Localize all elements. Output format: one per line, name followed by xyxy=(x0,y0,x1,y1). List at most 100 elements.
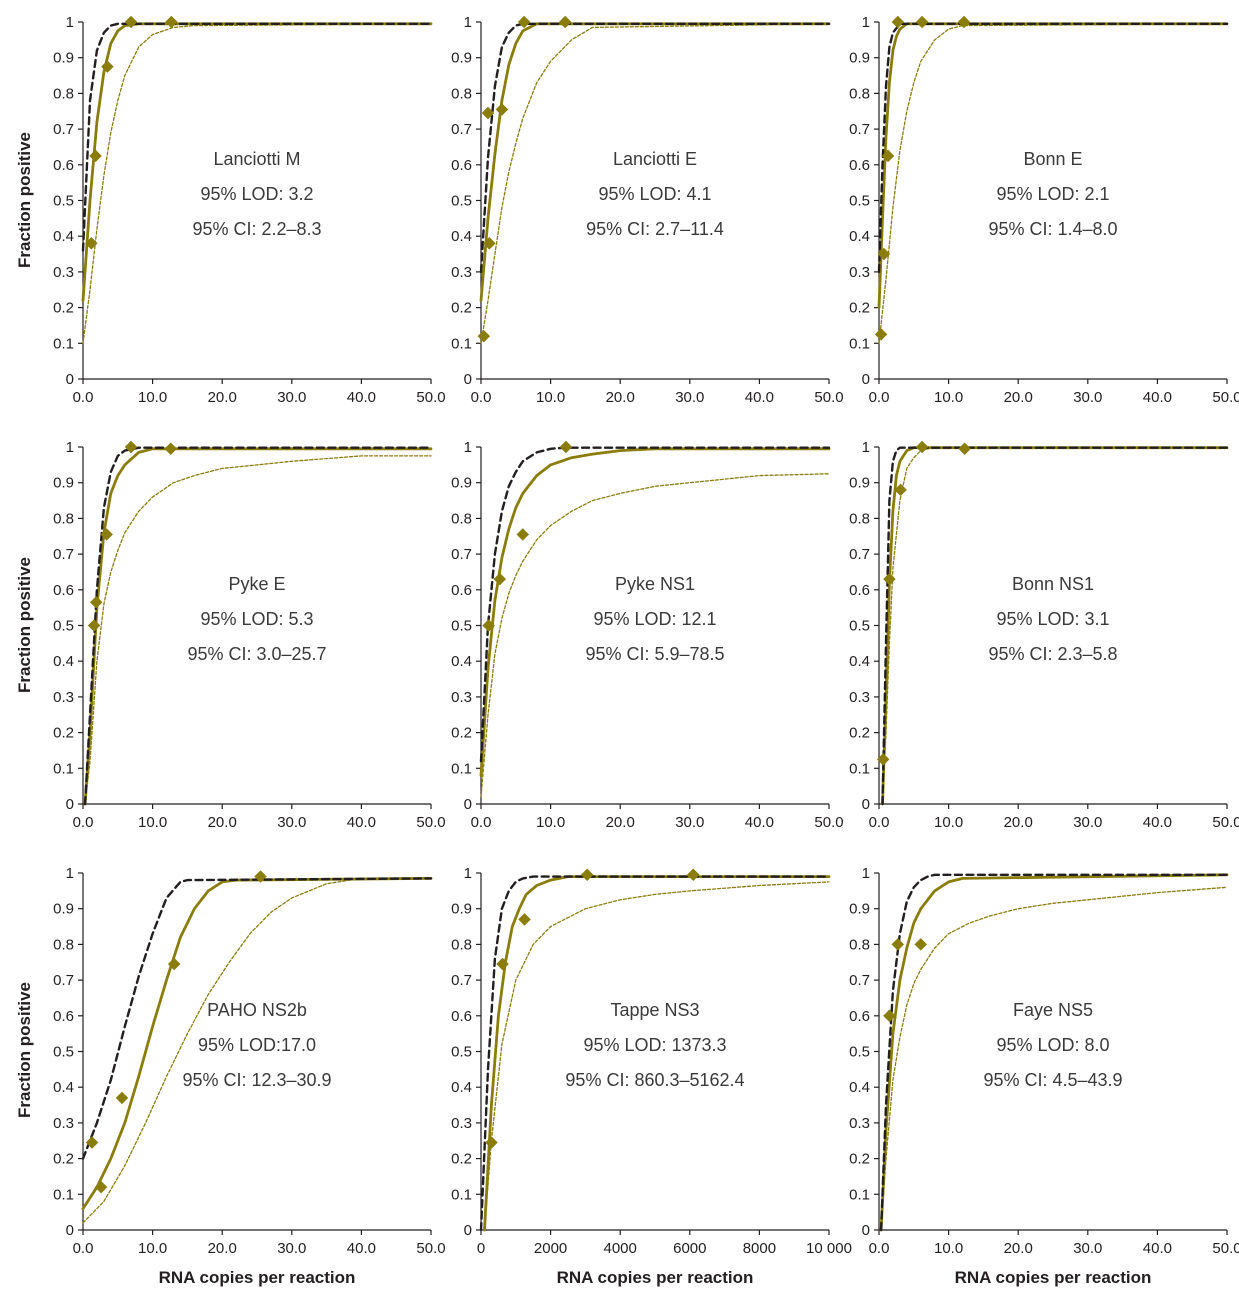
annotation-line: 95% LOD: 4.1 xyxy=(598,184,711,204)
panel-8: 0 0.1 0.2 0.3 0.4 0.5 0.6 0.7 0.8 0.9 1 0 2000 4000 60… xyxy=(451,865,852,1257)
annotation-line: Lanciotti E xyxy=(613,149,697,169)
annotation-line: PAHO NS2b xyxy=(207,1000,307,1020)
y-tick-label: 0.6 xyxy=(451,582,472,599)
data-point xyxy=(874,328,888,341)
panel-1: 00.10.20.30.40.50.60.70.80.910.0 10.0 20.0… xyxy=(53,14,445,406)
x-tick-label: 10.0 xyxy=(138,814,167,831)
x-tick-label: 30.0 xyxy=(675,389,704,406)
series-dashed-black xyxy=(881,446,1229,806)
y-tick-label: 0.9 xyxy=(849,475,870,492)
x-tick-label: 50.0 xyxy=(416,389,445,406)
x-tick-label: 0.0 xyxy=(869,814,890,831)
data-point xyxy=(85,1136,99,1149)
data-point xyxy=(477,329,491,343)
x-tick-label: 50.0 xyxy=(1212,1240,1239,1257)
series-dotted-olive xyxy=(878,23,1228,344)
y-tick-label: 0.4 xyxy=(53,1079,74,1096)
data-point xyxy=(516,528,530,541)
x-tick-label: 20.0 xyxy=(208,389,237,406)
x-tick-label: 40.0 xyxy=(1143,1240,1172,1257)
y-tick-label: 0.9 xyxy=(451,50,472,67)
y-tick-label: 0.5 xyxy=(849,1044,870,1061)
data-point xyxy=(481,106,495,120)
annotation-line: 95% CI: 3.0–25.7 xyxy=(187,644,326,664)
x-tick-label: 20.0 xyxy=(606,389,635,406)
y-tick-label: 0.4 xyxy=(849,228,870,245)
y-tick-label: 0.4 xyxy=(451,228,472,245)
y-tick-label: 0.8 xyxy=(849,936,870,953)
panel-4: 00.10.20.30.40.50.60.70.80.910.0 10.0 20.0… xyxy=(53,439,445,831)
y-tick-label: 0.1 xyxy=(849,1186,870,1203)
y-axis-title-row-2: Fraction positive xyxy=(15,557,34,693)
x-tick-label: 20.0 xyxy=(208,814,237,831)
annotation-line: 95% CI: 1.4–8.0 xyxy=(988,219,1117,239)
y-tick-label: 0.3 xyxy=(451,264,472,281)
x-tick-label: 10.0 xyxy=(536,389,565,406)
data-point xyxy=(883,572,896,586)
x-tick-label: 30.0 xyxy=(277,814,306,831)
data-point xyxy=(124,15,138,29)
y-tick-label: 0.8 xyxy=(53,936,74,953)
data-point xyxy=(914,938,928,951)
panel-2: 00.10.20.30.40.50.60.70.80.910.0 10.0 20.0… xyxy=(451,14,843,406)
x-tick-label: 0.0 xyxy=(869,389,890,406)
annotation-line: Lanciotti M xyxy=(213,149,300,169)
y-tick-label: 0.4 xyxy=(451,653,472,670)
x-tick-label: 40.0 xyxy=(347,1240,376,1257)
x-tick-label: 20.0 xyxy=(606,814,635,831)
y-tick-label: 0.8 xyxy=(849,510,870,527)
y-tick-label: 0.9 xyxy=(451,475,472,492)
data-point xyxy=(891,938,905,951)
y-tick-label: 0.4 xyxy=(849,1079,870,1096)
x-tick-label: 30.0 xyxy=(277,1240,306,1257)
panel-9: 00.10.20.30.40.50.60.70.80.910.0 10.0 20.0… xyxy=(849,865,1239,1257)
y-tick-label: 0.8 xyxy=(849,85,870,102)
y-tick-label: 0.2 xyxy=(53,725,74,742)
x-tick-label: 40.0 xyxy=(347,389,376,406)
x-tick-label: 20.0 xyxy=(1004,1240,1033,1257)
y-tick-label: 0.9 xyxy=(53,901,74,918)
data-point xyxy=(89,149,102,163)
data-point xyxy=(686,868,700,882)
y-tick-label: 0.5 xyxy=(53,1044,74,1061)
y-tick-label: 0 xyxy=(66,1222,74,1239)
series-dashed-black xyxy=(479,875,831,1232)
y-tick-label: 0 xyxy=(66,796,74,813)
annotation-line: 95% CI: 5.9–78.5 xyxy=(585,644,724,664)
series-solid-olive xyxy=(479,447,831,777)
y-tick-label: 0.8 xyxy=(53,510,74,527)
y-tick-label: 0.7 xyxy=(53,546,74,563)
panel-7: 00.10.20.30.40.50.60.70.80.910.0 10.0 20.0… xyxy=(53,865,445,1257)
y-tick-label: 0.4 xyxy=(53,653,74,670)
panel-3: 00.10.20.30.40.50.60.70.80.910.0 10.0 20.0… xyxy=(849,14,1239,406)
series-dotted-olive xyxy=(483,881,830,1231)
x-axis-title-col-2: RNA copies per reaction xyxy=(557,1268,754,1287)
x-tick-label: 50.0 xyxy=(416,814,445,831)
series-dashed-black xyxy=(81,22,433,252)
x-tick-label: 0 xyxy=(477,1240,485,1257)
x-tick-label: 20.0 xyxy=(1004,389,1033,406)
y-tick-label: 0.5 xyxy=(451,618,472,635)
y-tick-label: 0.3 xyxy=(451,689,472,706)
y-tick-label: 0.6 xyxy=(849,157,870,174)
annotation-line: 95% LOD: 2.1 xyxy=(996,184,1109,204)
y-tick-label: 1 xyxy=(464,14,472,31)
y-tick-label: 0.5 xyxy=(849,193,870,210)
y-tick-label: 0.2 xyxy=(53,1151,74,1168)
x-tick-label: 30.0 xyxy=(277,389,306,406)
y-tick-label: 1 xyxy=(464,865,472,882)
data-point xyxy=(958,442,971,456)
series-solid-olive xyxy=(879,873,1229,1232)
y-tick-label: 0.7 xyxy=(451,121,472,138)
y-tick-label: 0 xyxy=(862,796,870,813)
x-tick-label: 0.0 xyxy=(869,1240,890,1257)
y-tick-label: 0.9 xyxy=(451,901,472,918)
x-tick-label: 50.0 xyxy=(1212,814,1239,831)
annotation-line: 95% CI: 2.3–5.8 xyxy=(988,644,1117,664)
data-point xyxy=(517,15,531,29)
series-dashed-black xyxy=(81,877,433,1160)
y-tick-label: 0.3 xyxy=(849,264,870,281)
y-tick-label: 0.6 xyxy=(53,1008,74,1025)
annotation-line: 95% LOD:17.0 xyxy=(198,1035,316,1055)
y-tick-label: 0 xyxy=(464,1222,472,1239)
